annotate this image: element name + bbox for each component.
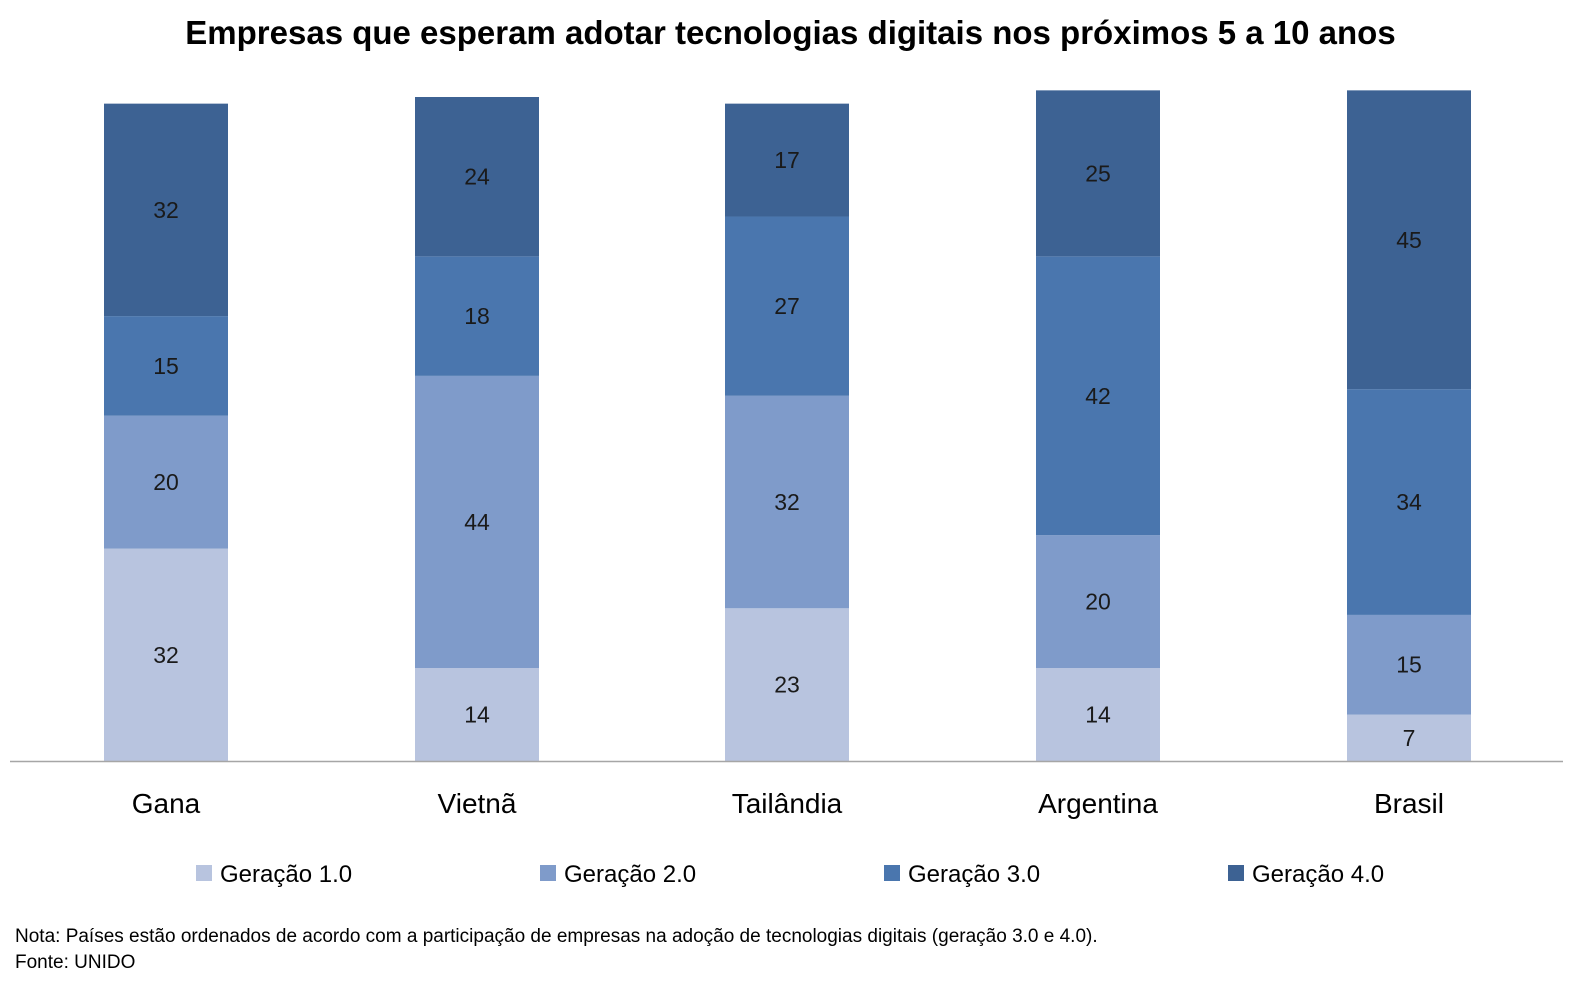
legend-label: Geração 4.0 [1252, 861, 1384, 888]
data-label: 20 [1085, 589, 1111, 615]
stacked-bar-chart: 32 20 15 32 Gana 14 44 18 24 Vietnã 23 32 27 17 Tailân… [10, 90, 1563, 888]
data-label: 15 [1396, 652, 1422, 678]
data-label: 14 [464, 702, 490, 728]
data-label: 34 [1396, 489, 1422, 515]
bar-segment-vietnã-gen1 [415, 668, 539, 761]
data-label: 45 [1396, 227, 1422, 253]
legend-label: Geração 3.0 [908, 861, 1040, 888]
data-label: 25 [1085, 160, 1111, 186]
chart-title: Empresas que esperam adotar tecnologias … [185, 14, 1396, 51]
x-tick-label: Gana [132, 788, 201, 819]
bar-segment-tailândia-gen1 [725, 608, 849, 761]
data-label: 17 [774, 147, 800, 173]
bar-segment-brasil-gen1 [1347, 714, 1471, 761]
bar-segment-brasil-gen3 [1347, 389, 1471, 615]
legend-item-gen4: Geração 4.0 [1228, 861, 1384, 888]
bar-segment-argentina-gen1 [1036, 668, 1160, 761]
data-label: 18 [464, 303, 490, 329]
note-text: Nota: Países estão ordenados de acordo c… [15, 926, 1098, 947]
legend-item-gen2: Geração 2.0 [540, 861, 696, 888]
data-label: 23 [774, 672, 800, 698]
bar-segment-tailândia-gen4 [725, 103, 849, 217]
chart-footnote: Nota: Países estão ordenados de acordo c… [15, 924, 1098, 976]
data-label: 42 [1085, 383, 1111, 409]
legend-swatch [884, 865, 900, 881]
x-tick-label: Argentina [1038, 788, 1158, 819]
legend-label: Geração 1.0 [220, 861, 352, 888]
data-label: 27 [774, 293, 800, 319]
x-tick-label: Vietnã [438, 788, 517, 819]
legend-item-gen1: Geração 1.0 [196, 861, 352, 888]
data-label: 15 [153, 353, 179, 379]
bar-segment-gana-gen3 [104, 316, 228, 416]
x-tick-label: Brasil [1374, 788, 1444, 819]
bar-segment-vietnã-gen2 [415, 375, 539, 669]
bar-segment-vietnã-gen3 [415, 256, 539, 376]
data-label: 44 [464, 509, 490, 535]
legend-swatch [196, 865, 212, 881]
source-text: Fonte: UNIDO [15, 952, 136, 973]
bar-segment-tailândia-gen3 [725, 216, 849, 396]
bar-segment-argentina-gen3 [1036, 256, 1160, 536]
legend-item-gen3: Geração 3.0 [884, 861, 1040, 888]
bar-segment-tailândia-gen2 [725, 395, 849, 609]
data-label: 20 [153, 469, 179, 495]
legend-swatch [540, 865, 556, 881]
data-label: 14 [1085, 702, 1111, 728]
data-label: 7 [1403, 725, 1416, 751]
bar-segment-gana-gen2 [104, 415, 228, 549]
bar-segment-argentina-gen2 [1036, 535, 1160, 669]
legend-label: Geração 2.0 [564, 861, 696, 888]
data-label: 32 [153, 642, 179, 668]
data-label: 32 [153, 197, 179, 223]
x-tick-label: Tailândia [732, 788, 843, 819]
bar-segment-brasil-gen4 [1347, 90, 1471, 390]
bar-segment-gana-gen4 [104, 103, 228, 317]
bar-segment-vietnã-gen4 [415, 97, 539, 257]
bar-segment-gana-gen1 [104, 548, 228, 761]
legend-swatch [1228, 865, 1244, 881]
bar-segment-argentina-gen4 [1036, 90, 1160, 257]
data-label: 32 [774, 489, 800, 515]
data-label: 24 [464, 164, 490, 190]
bar-segment-brasil-gen2 [1347, 614, 1471, 715]
